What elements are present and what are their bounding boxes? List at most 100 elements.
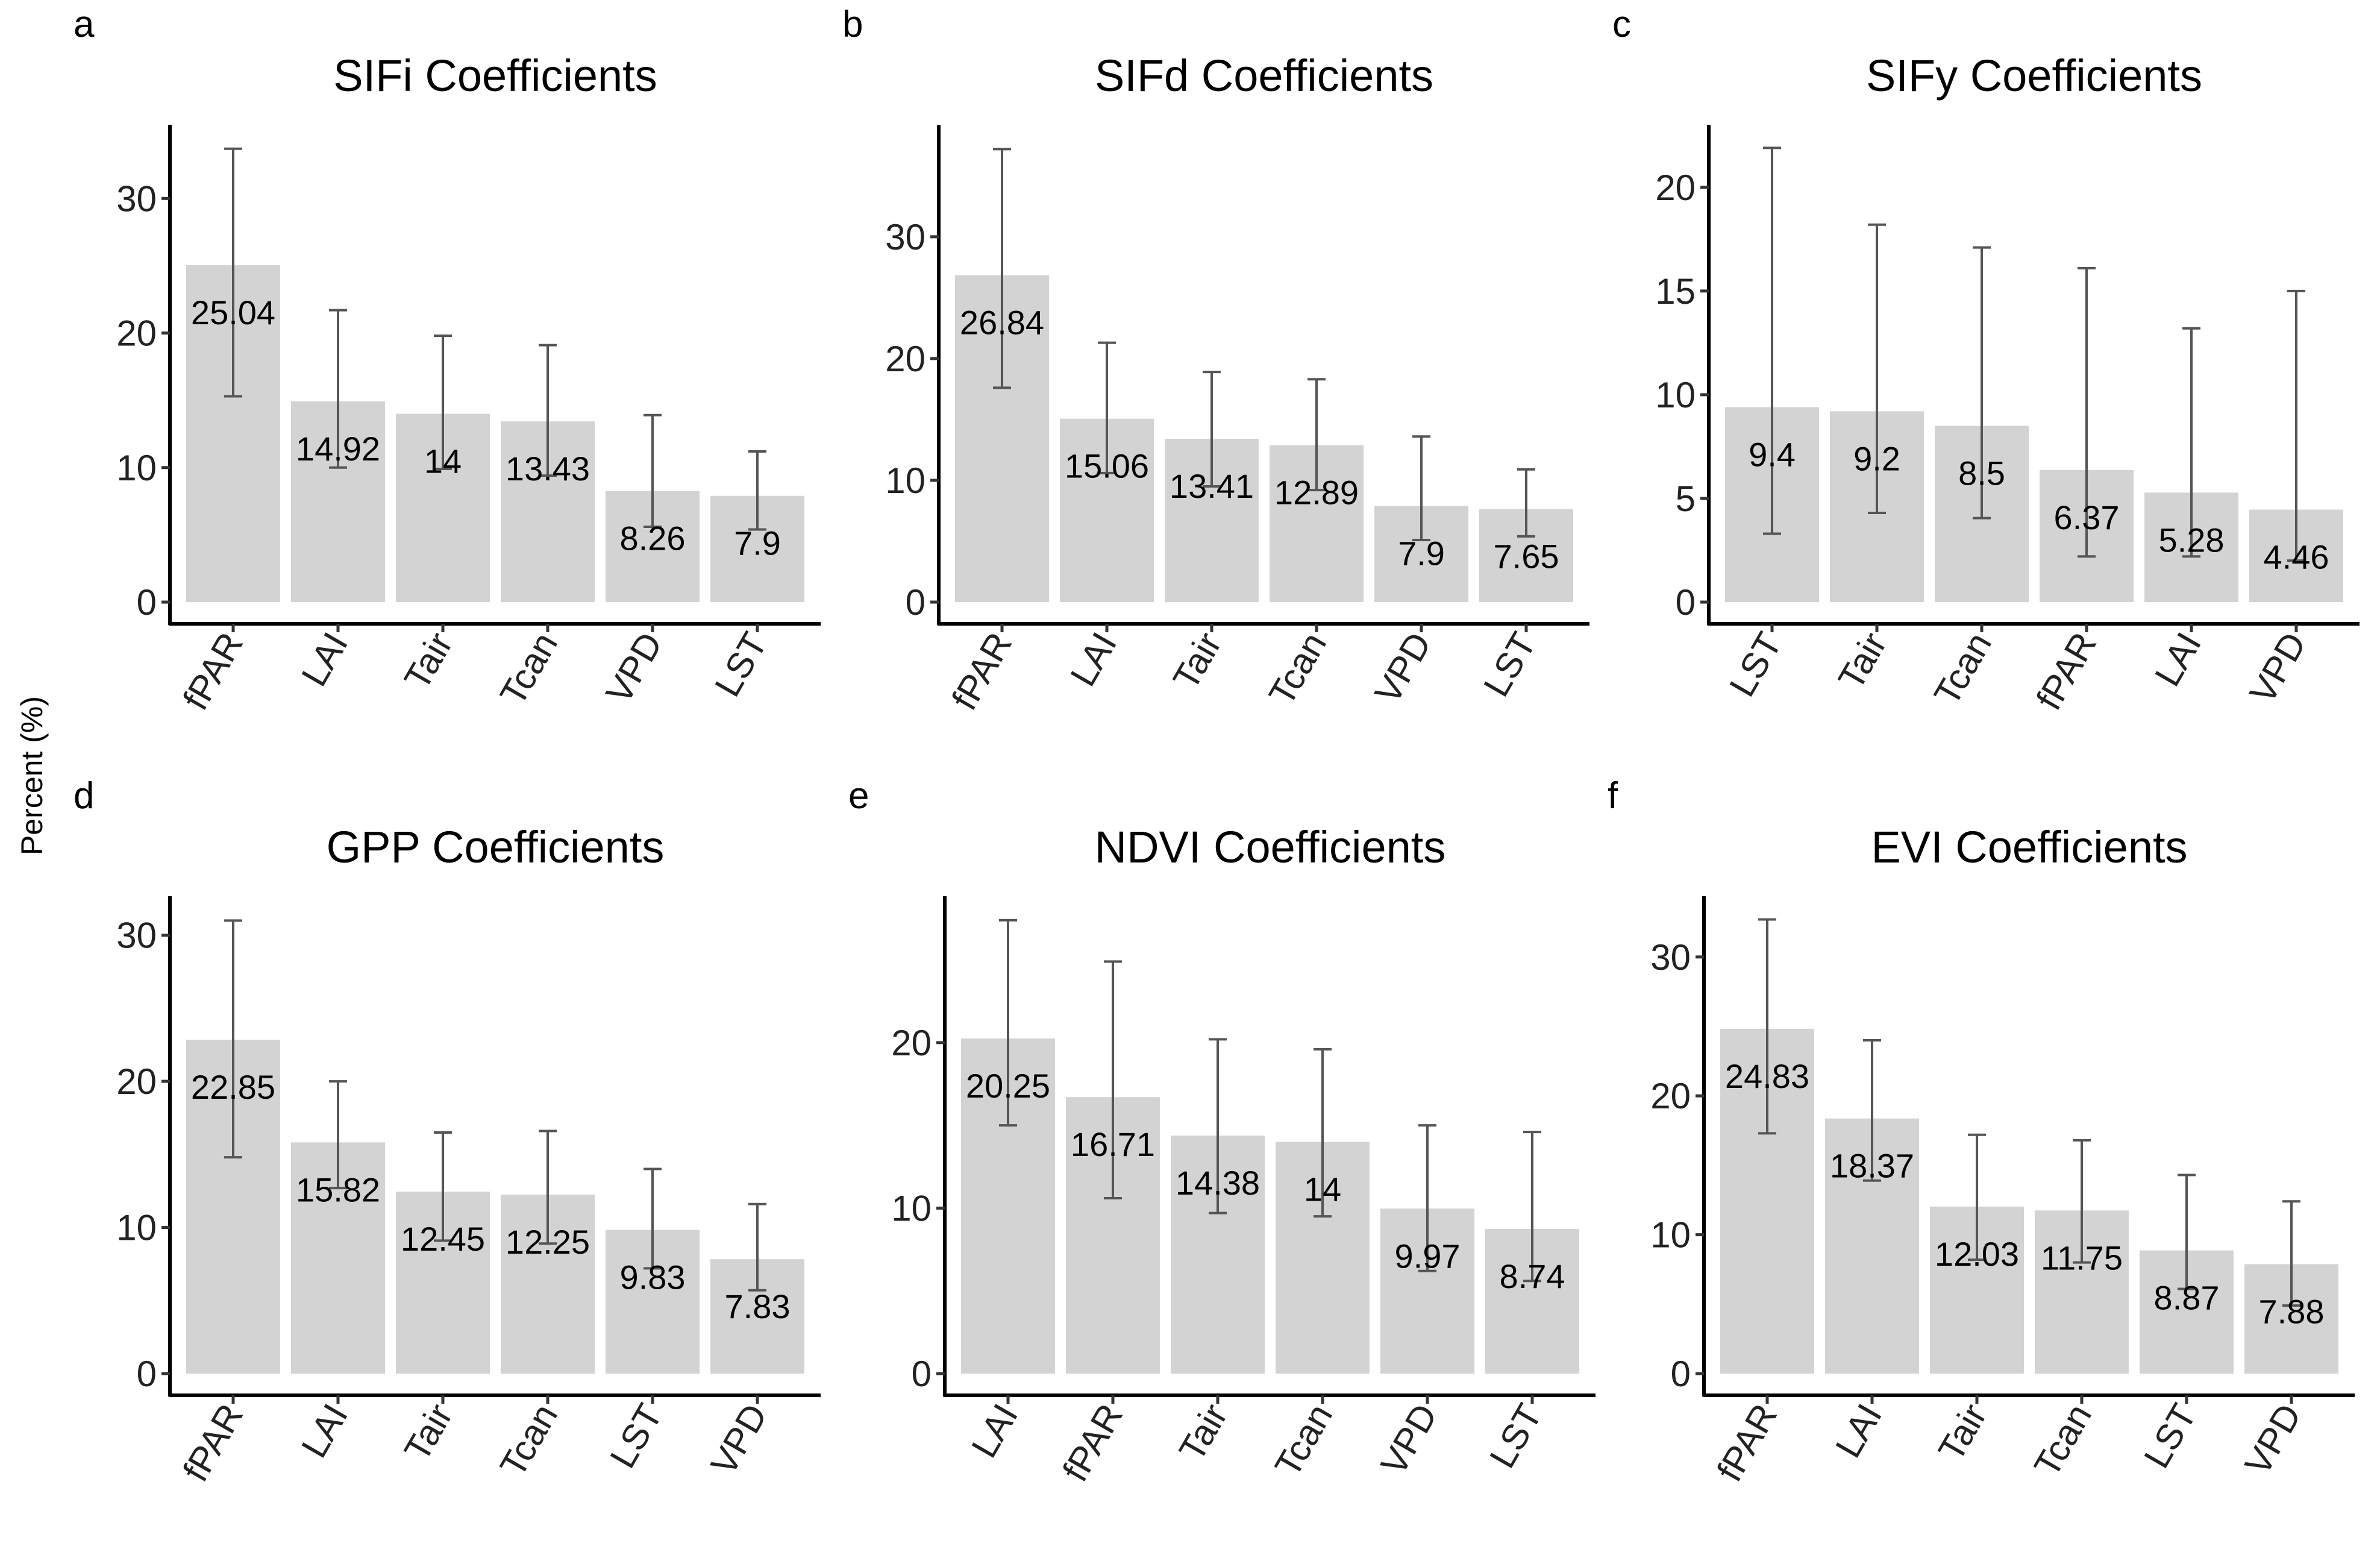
bar-value-label: 9.97 (1395, 1237, 1461, 1275)
bar-value-label: 22.85 (191, 1068, 275, 1106)
panel-letter: e (848, 775, 869, 817)
bar-value-label: 20.25 (966, 1067, 1050, 1105)
y-tick-label: 0 (1676, 582, 1696, 623)
y-tick-label: 30 (116, 916, 157, 956)
panel-f: EVI Coefficients f 24.83 18.37 12.03 11.75 8.8… (1608, 775, 2355, 1488)
y-tick-label: 10 (1655, 375, 1696, 415)
panel-e: NDVI Coefficients e 20.25 16.71 14.38 14 9.97 8… (848, 775, 1596, 1488)
x-tick-label: LST (1476, 626, 1544, 703)
bar-value-label: 7.9 (1398, 534, 1445, 572)
x-tick-label: Tair (396, 1397, 460, 1468)
x-tick-label: LAI (1827, 1397, 1890, 1464)
y-tick-label: 20 (1650, 1076, 1691, 1116)
x-tick-label: fPAR (944, 626, 1019, 717)
bar-value-label: 9.4 (1749, 436, 1796, 474)
x-tick-label: VPD (1373, 1397, 1445, 1481)
panel-title: SIFy Coefficients (1866, 51, 2202, 101)
x-tick-label: fPAR (1054, 1397, 1130, 1488)
bar-value-label: 24.83 (1725, 1057, 1809, 1095)
bar-value-label: 9.2 (1853, 439, 1900, 477)
bar-value-label: 8.87 (2154, 1279, 2220, 1317)
panel-b: SIFd Coefficients b 26.84 15.06 13.41 12.89 7.… (842, 4, 1589, 717)
x-tick-label: LST (2136, 1397, 2204, 1475)
bar-value-label: 8.5 (1958, 454, 2005, 492)
x-tick-label: LST (707, 626, 775, 703)
panel-title: NDVI Coefficients (1095, 822, 1446, 872)
x-tick-label: VPD (1367, 626, 1439, 710)
bar-value-label: 7.65 (1494, 537, 1559, 575)
y-tick-label: 0 (906, 582, 925, 623)
y-tick-label: 0 (137, 582, 157, 623)
panel-title: SIFi Coefficients (333, 51, 657, 101)
x-tick-label: VPD (703, 1397, 775, 1481)
panel-letter: b (842, 4, 863, 45)
x-tick-label: LST (602, 1397, 670, 1475)
y-tick-label: 10 (1650, 1215, 1691, 1255)
bar-value-label: 14.38 (1176, 1164, 1260, 1202)
y-tick-label: 10 (116, 448, 157, 488)
x-tick-label: LST (1721, 626, 1790, 703)
x-tick-label: Tcan (1261, 626, 1334, 712)
x-tick-label: fPAR (1709, 1397, 1785, 1488)
y-tick-label: 20 (116, 1061, 157, 1102)
x-tick-label: Tcan (492, 626, 565, 712)
x-tick-label: VPD (598, 626, 671, 710)
bar-value-label: 26.84 (960, 304, 1044, 342)
bar-value-label: 12.45 (401, 1220, 485, 1258)
panel-d: GPP Coefficients d 22.85 15.82 12.45 12.25 9.8… (74, 775, 821, 1488)
x-tick-label: fPAR (2028, 626, 2104, 717)
panel-letter: f (1608, 775, 1618, 817)
bar-value-label: 12.03 (1935, 1235, 2019, 1273)
y-axis-label: Percent (%) (15, 696, 49, 855)
bar-value-label: 12.25 (506, 1223, 590, 1261)
bar-value-label: 15.06 (1065, 447, 1149, 485)
bar-value-label: 14 (1304, 1170, 1341, 1208)
bar-value-label: 9.83 (620, 1258, 686, 1296)
bar-value-label: 14 (424, 442, 462, 480)
x-tick-label: Tair (1931, 1397, 1994, 1468)
panel-letter: a (74, 4, 95, 45)
y-tick-label: 0 (912, 1354, 932, 1394)
x-tick-label: VPD (2242, 626, 2314, 710)
x-tick-label: Tair (396, 626, 460, 696)
x-tick-label: Tcan (1926, 626, 1999, 712)
panel-a: SIFi Coefficients a 25.04 14.92 14 13.43 8.26 7… (74, 4, 821, 717)
bar-value-label: 15.82 (296, 1170, 380, 1208)
bar-value-label: 11.75 (2041, 1239, 2123, 1277)
panel-letter: c (1612, 4, 1631, 45)
y-tick-label: 0 (1671, 1354, 1691, 1394)
y-tick-label: 30 (885, 217, 925, 257)
y-tick-label: 20 (116, 313, 157, 354)
bar-value-label: 25.04 (191, 294, 275, 331)
x-tick-label: VPD (2237, 1397, 2310, 1481)
x-tick-label: Tcan (1267, 1397, 1340, 1483)
x-tick-label: LAI (1062, 626, 1124, 693)
bar-value-label: 13.43 (506, 450, 590, 488)
bar-value-label: 5.28 (2159, 521, 2225, 559)
panel-title: SIFd Coefficients (1095, 51, 1433, 101)
bar-value-label: 7.88 (2259, 1292, 2325, 1330)
x-tick-label: LAI (293, 626, 355, 693)
y-tick-label: 15 (1655, 271, 1696, 312)
bar-value-label: 8.74 (1500, 1257, 1565, 1295)
x-tick-label: Tcan (2026, 1397, 2099, 1483)
panel-title: EVI Coefficients (1871, 822, 2187, 872)
x-tick-label: LST (1482, 1397, 1550, 1475)
y-tick-label: 5 (1676, 479, 1696, 519)
bar-value-label: 4.46 (2264, 538, 2329, 576)
bar-value-label: 12.89 (1274, 474, 1359, 512)
bar-value-label: 8.26 (620, 520, 686, 558)
bar-value-label: 6.37 (2054, 498, 2120, 536)
bar-value-label: 16.71 (1071, 1125, 1155, 1163)
y-tick-label: 0 (137, 1354, 157, 1394)
bar-value-label: 13.41 (1170, 467, 1254, 505)
x-tick-label: Tair (1165, 626, 1229, 696)
x-tick-label: fPAR (175, 1397, 251, 1488)
panel-title: GPP Coefficients (327, 822, 665, 872)
x-tick-label: fPAR (175, 626, 251, 717)
bar-value-label: 7.83 (725, 1287, 791, 1325)
y-tick-label: 20 (891, 1023, 932, 1063)
y-tick-label: 30 (116, 178, 157, 219)
x-tick-label: LAI (293, 1397, 355, 1464)
